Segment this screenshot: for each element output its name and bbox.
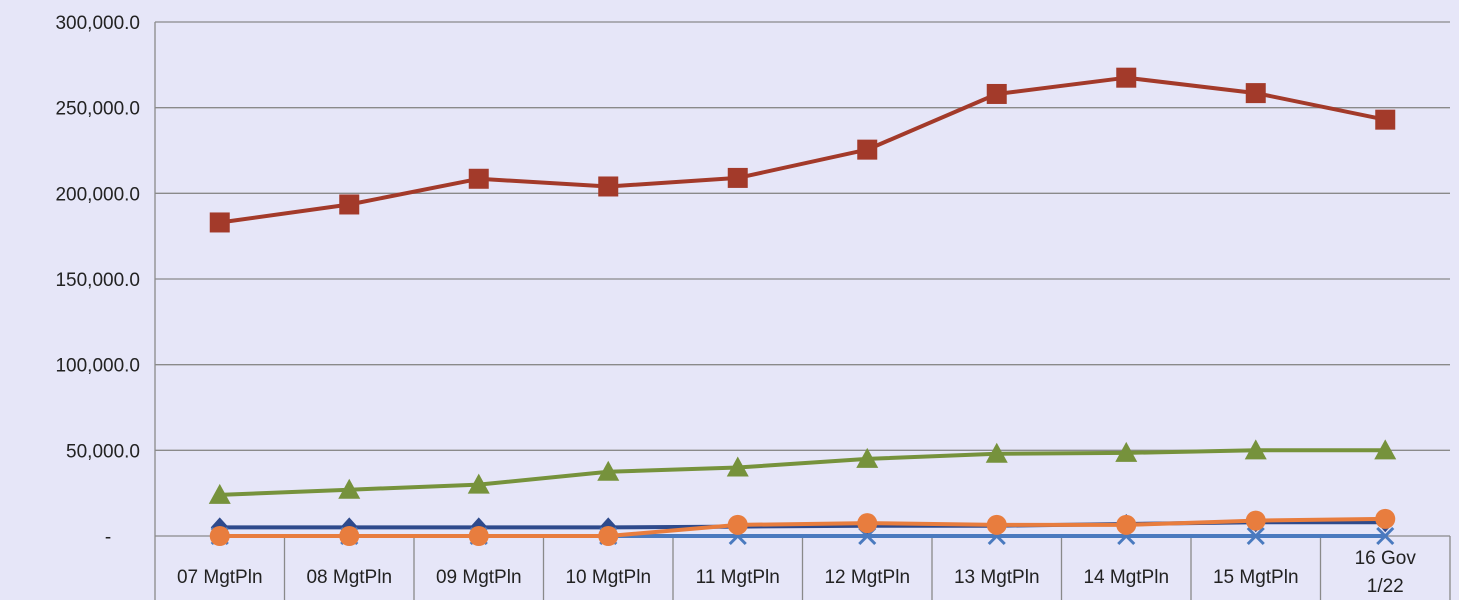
data-point-triangle — [1115, 441, 1138, 462]
x-tick-label: 09 MgtPln — [436, 567, 522, 588]
gridlines — [154, 21, 1450, 600]
data-point-square — [209, 212, 230, 233]
data-point-triangle — [856, 447, 879, 468]
y-tick-label: 150,000.0 — [55, 270, 140, 291]
x-tick-label: 07 MgtPln — [177, 567, 263, 588]
x-tick-label: 11 MgtPln — [696, 567, 780, 588]
data-point-square — [727, 167, 748, 188]
x-axis-category-table: 07 MgtPln 08 MgtPln 09 MgtPln 10 MgtPln 11 M… — [177, 536, 1451, 600]
data-point-circle — [598, 526, 619, 546]
data-point-circle — [209, 526, 230, 546]
data-point-circle — [1375, 508, 1396, 529]
data-point-circle — [468, 526, 489, 546]
data-point-triangle — [1374, 439, 1397, 460]
data-point-circle — [857, 513, 878, 534]
y-tick-label: 200,000.0 — [55, 184, 140, 205]
data-point-square — [986, 83, 1007, 104]
y-axis-ticks: - 50,000.0 100,000.0 150,000.0 200,000.0 250,… — [55, 13, 140, 548]
y-tick-label: 50,000.0 — [66, 441, 140, 462]
x-tick-label: 12 MgtPln — [824, 567, 910, 588]
data-point-square — [1116, 67, 1137, 88]
series-line-circle — [219, 516, 1386, 538]
data-point-square — [857, 139, 878, 160]
series-line-triangle — [219, 448, 1386, 497]
data-point-circle — [1116, 514, 1137, 535]
data-point-triangle — [597, 460, 620, 481]
data-point-circle — [339, 526, 360, 546]
series-line-square — [219, 75, 1386, 225]
y-tick-label: - — [105, 527, 111, 548]
x-tick-label: 1/22 — [1367, 576, 1404, 597]
data-point-square — [598, 176, 619, 197]
data-point-x — [1246, 526, 1265, 546]
data-point-square — [468, 168, 489, 189]
data-point-triangle — [467, 473, 490, 494]
data-point-circle — [1245, 510, 1266, 531]
x-tick-label: 08 MgtPln — [306, 567, 392, 588]
data-point-square — [1375, 109, 1396, 130]
data-point-triangle — [726, 456, 749, 477]
data-point-square — [1245, 83, 1266, 104]
data-point-triangle — [338, 478, 361, 499]
y-tick-label: 250,000.0 — [55, 99, 140, 120]
x-tick-label: 10 MgtPln — [565, 567, 651, 588]
data-point-triangle — [985, 442, 1008, 463]
data-point-square — [339, 194, 360, 215]
series-layer — [208, 67, 1397, 546]
data-point-triangle — [1244, 439, 1267, 460]
x-tick-label: 13 MgtPln — [954, 567, 1040, 588]
data-point-x — [1376, 526, 1395, 546]
y-tick-label: 100,000.0 — [55, 356, 140, 377]
x-tick-label: 15 MgtPln — [1213, 567, 1299, 588]
x-tick-label: 16 Gov — [1355, 548, 1417, 569]
x-tick-label: 14 MgtPln — [1083, 567, 1169, 588]
data-point-circle — [727, 514, 748, 535]
data-point-circle — [986, 514, 1007, 535]
y-tick-label: 300,000.0 — [55, 13, 140, 34]
data-point-triangle — [208, 483, 231, 504]
